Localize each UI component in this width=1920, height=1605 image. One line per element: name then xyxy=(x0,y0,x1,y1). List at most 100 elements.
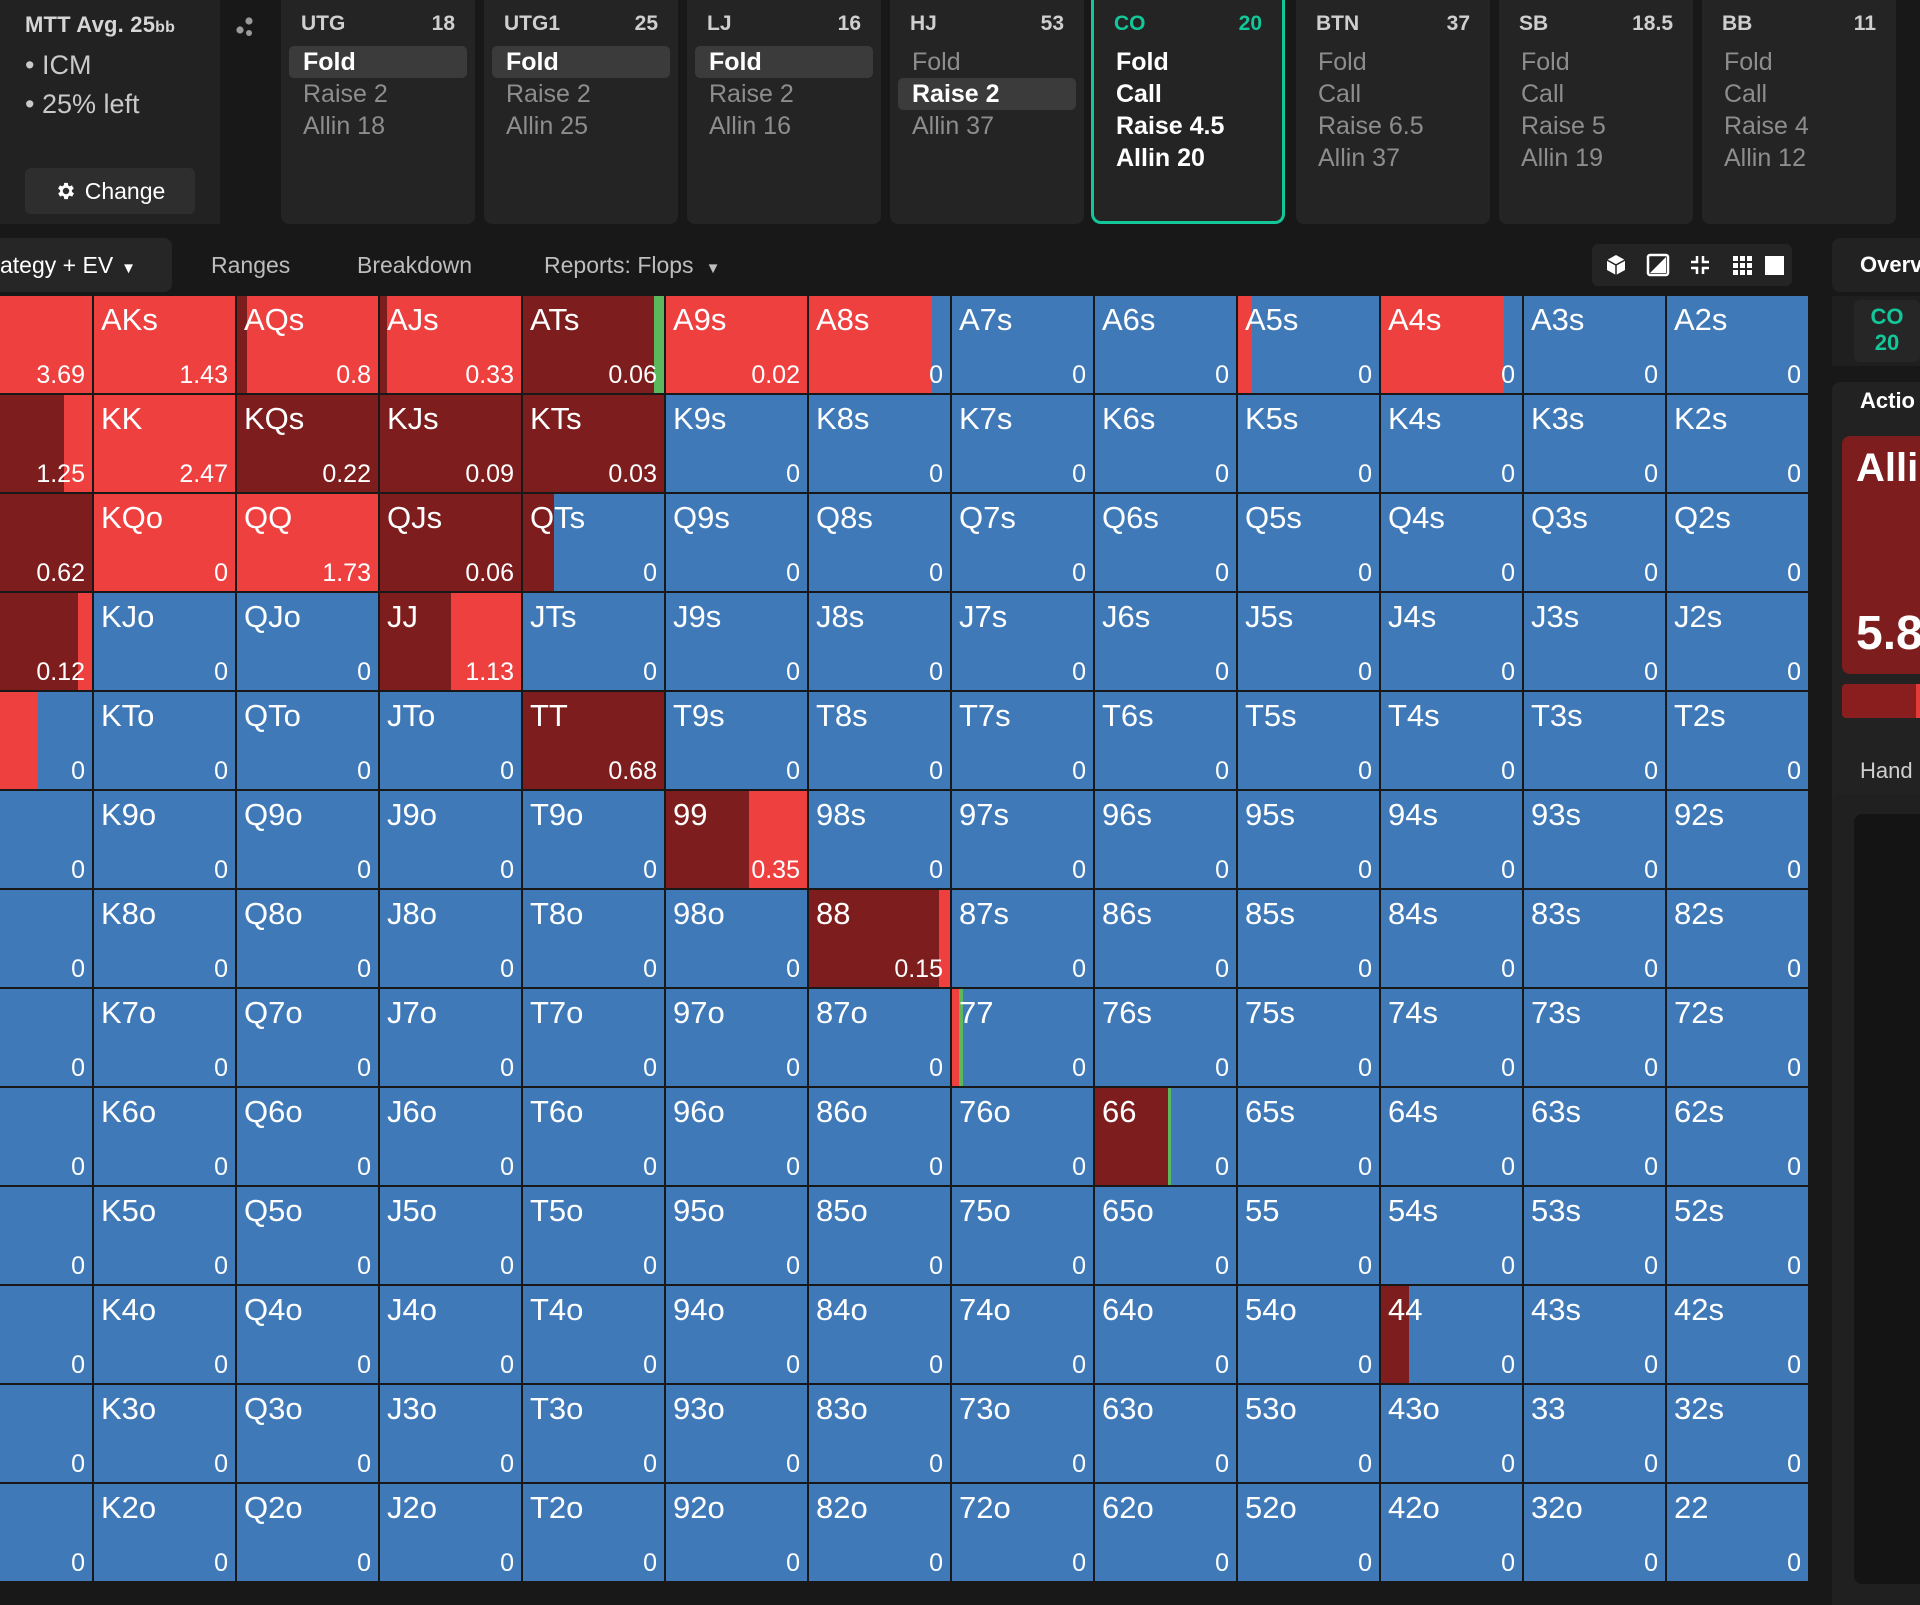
allin-action-card[interactable]: Allir 5.8 xyxy=(1842,436,1920,674)
hand-cell[interactable]: 93s 0 xyxy=(1524,791,1665,888)
hand-cell[interactable]: o0 xyxy=(0,1088,92,1185)
hand-cell[interactable]: 87o 0 xyxy=(809,989,950,1086)
hand-cell[interactable]: 82s 0 xyxy=(1667,890,1808,987)
hand-cell[interactable]: 75o 0 xyxy=(952,1187,1093,1284)
hand-cell[interactable]: T7s 0 xyxy=(952,692,1093,789)
hand-cell[interactable]: 44 0 xyxy=(1381,1286,1522,1383)
hand-cell[interactable]: 54o 0 xyxy=(1238,1286,1379,1383)
hand-cell[interactable]: T8s 0 xyxy=(809,692,950,789)
action-option-fold[interactable]: Fold xyxy=(289,46,467,78)
action-option-allin[interactable]: Allin 37 xyxy=(1318,144,1400,172)
hand-cell[interactable]: 42s 0 xyxy=(1667,1286,1808,1383)
position-card-bb[interactable]: BB 11 Fold Call Raise 4 Allin 12 xyxy=(1702,0,1896,224)
hand-cell[interactable]: T4s 0 xyxy=(1381,692,1522,789)
hand-cell[interactable]: 98o 0 xyxy=(666,890,807,987)
hand-cell[interactable]: QTo 0 xyxy=(237,692,378,789)
hand-cell[interactable]: T9s 0 xyxy=(666,692,807,789)
hand-cell[interactable]: 63s 0 xyxy=(1524,1088,1665,1185)
hand-cell[interactable]: J9o 0 xyxy=(380,791,521,888)
hand-cell[interactable]: T5s 0 xyxy=(1238,692,1379,789)
tab-breakdown[interactable]: Breakdown xyxy=(357,252,473,278)
hand-cell[interactable]: 95s 0 xyxy=(1238,791,1379,888)
hand-cell[interactable]: 73s 0 xyxy=(1524,989,1665,1086)
share-icon[interactable] xyxy=(232,14,258,40)
hand-cell[interactable]: K3o 0 xyxy=(94,1385,235,1482)
hand-cell[interactable]: T3s 0 xyxy=(1524,692,1665,789)
hand-cell[interactable]: A3s 0 xyxy=(1524,296,1665,393)
hand-cell[interactable]: KQo 0 xyxy=(94,494,235,591)
contrast-icon[interactable] xyxy=(1646,253,1670,277)
hand-cell[interactable]: K9o 0 xyxy=(94,791,235,888)
hand-cell[interactable]: JJ 1.13 xyxy=(380,593,521,690)
hand-cell[interactable]: 85o 0 xyxy=(809,1187,950,1284)
hand-cell[interactable]: A5s 0 xyxy=(1238,296,1379,393)
action-option-raise[interactable]: Raise 5 xyxy=(1521,112,1606,140)
action-option-raise[interactable]: Raise 2 xyxy=(709,80,794,108)
action-option-allin[interactable]: Allin 20 xyxy=(1116,144,1205,172)
hand-cell[interactable]: K4s 0 xyxy=(1381,395,1522,492)
hand-cell[interactable]: 83s 0 xyxy=(1524,890,1665,987)
hand-cell[interactable]: 64s 0 xyxy=(1381,1088,1522,1185)
action-option-fold[interactable]: Fold xyxy=(1116,48,1169,76)
hand-cell[interactable]: J6s 0 xyxy=(1095,593,1236,690)
hand-cell[interactable]: 54s 0 xyxy=(1381,1187,1522,1284)
hand-cell[interactable]: 88 0.15 xyxy=(809,890,950,987)
hand-cell[interactable]: 92o 0 xyxy=(666,1484,807,1581)
hand-cell[interactable]: Q9s 0 xyxy=(666,494,807,591)
hand-cell[interactable]: 64o 0 xyxy=(1095,1286,1236,1383)
hand-cell[interactable]: o0 xyxy=(0,1484,92,1581)
hand-cell[interactable]: 93o 0 xyxy=(666,1385,807,1482)
action-option-call[interactable]: Call xyxy=(1116,80,1162,108)
action-option-allin[interactable]: Allin 25 xyxy=(506,112,588,140)
hand-cell[interactable]: 65o 0 xyxy=(1095,1187,1236,1284)
hand-cell[interactable]: K2o 0 xyxy=(94,1484,235,1581)
hand-cell[interactable]: K3s 0 xyxy=(1524,395,1665,492)
hand-cell[interactable]: J4s 0 xyxy=(1381,593,1522,690)
hand-cell[interactable]: 43o 0 xyxy=(1381,1385,1522,1482)
hand-cell[interactable]: Q8s 0 xyxy=(809,494,950,591)
hand-cell[interactable]: T2s 0 xyxy=(1667,692,1808,789)
hand-cell[interactable]: T4o 0 xyxy=(523,1286,664,1383)
hand-cell[interactable]: KK 2.47 xyxy=(94,395,235,492)
hand-cell[interactable]: o0.12 xyxy=(0,593,92,690)
hand-cell[interactable]: 76o 0 xyxy=(952,1088,1093,1185)
hand-cell[interactable]: 83o 0 xyxy=(809,1385,950,1482)
hand-cell[interactable]: AKs 1.43 xyxy=(94,296,235,393)
hand-cell[interactable]: 74o 0 xyxy=(952,1286,1093,1383)
cube-icon[interactable] xyxy=(1604,253,1628,277)
hand-cell[interactable]: 22 0 xyxy=(1667,1484,1808,1581)
hand-cell[interactable]: Q9o 0 xyxy=(237,791,378,888)
hand-cell[interactable]: Q6s 0 xyxy=(1095,494,1236,591)
action-option-fold[interactable]: Fold xyxy=(492,46,670,78)
hand-cell[interactable]: J4o 0 xyxy=(380,1286,521,1383)
hand-cell[interactable]: KTs 0.03 xyxy=(523,395,664,492)
hand-cell[interactable]: Q7s 0 xyxy=(952,494,1093,591)
action-option-allin[interactable]: Allin 37 xyxy=(912,112,994,140)
tab-reports-flops[interactable]: Reports: Flops ▼ xyxy=(544,238,720,292)
hand-cell[interactable]: 62o 0 xyxy=(1095,1484,1236,1581)
hand-cell[interactable]: KQs 0.22 xyxy=(237,395,378,492)
action-option-raise[interactable]: Raise 4.5 xyxy=(1116,112,1225,140)
hand-cell[interactable]: J7s 0 xyxy=(952,593,1093,690)
hand-cell[interactable]: QTs 0 xyxy=(523,494,664,591)
grid-view-icon[interactable] xyxy=(1730,253,1754,277)
action-option-raise[interactable]: Raise 6.5 xyxy=(1318,112,1424,140)
hand-cell[interactable]: Q5s 0 xyxy=(1238,494,1379,591)
hand-cell[interactable]: K8o 0 xyxy=(94,890,235,987)
hand-cell[interactable]: Q2o 0 xyxy=(237,1484,378,1581)
hand-cell[interactable]: 43s 0 xyxy=(1524,1286,1665,1383)
hand-cell[interactable]: T5o 0 xyxy=(523,1187,664,1284)
action-option-call[interactable]: Call xyxy=(1521,80,1565,108)
hand-cell[interactable]: 53o 0 xyxy=(1238,1385,1379,1482)
hand-cell[interactable]: T6o 0 xyxy=(523,1088,664,1185)
hand-cell[interactable]: J6o 0 xyxy=(380,1088,521,1185)
hand-cell[interactable]: Q3s 0 xyxy=(1524,494,1665,591)
hand-cell[interactable]: J2s 0 xyxy=(1667,593,1808,690)
hand-cell[interactable]: KJo 0 xyxy=(94,593,235,690)
hand-cell[interactable]: JTs 0 xyxy=(523,593,664,690)
hand-cell[interactable]: T3o 0 xyxy=(523,1385,664,1482)
hand-cell[interactable]: T9o 0 xyxy=(523,791,664,888)
hand-cell[interactable]: 84s 0 xyxy=(1381,890,1522,987)
hand-cell[interactable]: K2s 0 xyxy=(1667,395,1808,492)
action-option-allin[interactable]: Allin 16 xyxy=(709,112,791,140)
